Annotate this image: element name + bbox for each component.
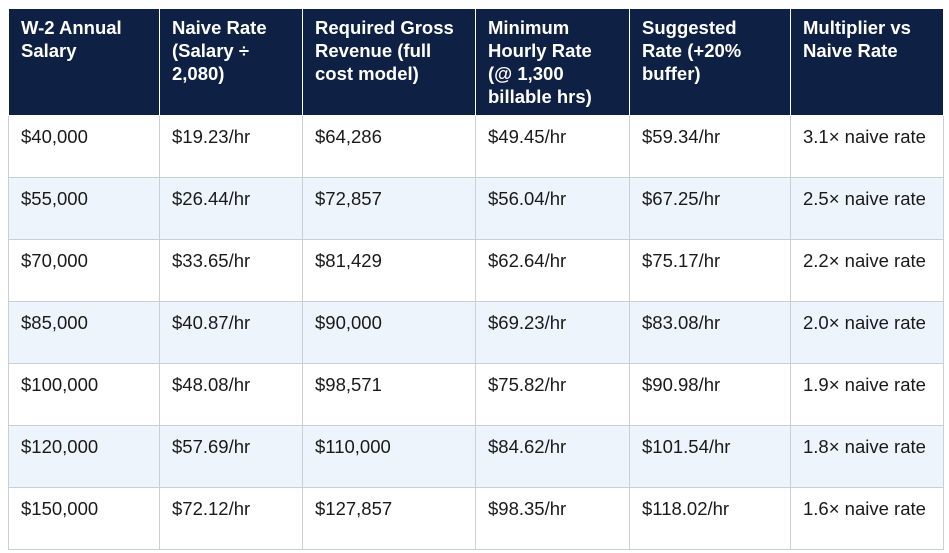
table-cell: $90.98/hr: [629, 363, 791, 426]
table-row: $150,000 $72.12/hr $127,857 $98.35/hr $118.0…: [8, 487, 944, 550]
table-cell: $72,857: [302, 177, 476, 240]
table-cell: $127,857: [302, 487, 476, 550]
rate-table: W-2 Annual Salary Naive Rate (Salary ÷ 2,…: [8, 8, 944, 550]
header-cell: Required Gross Revenue (full cost model): [302, 8, 476, 116]
table-cell: $67.25/hr: [629, 177, 791, 240]
table-cell: $83.08/hr: [629, 301, 791, 364]
table-cell: $62.64/hr: [475, 239, 630, 302]
table-row: $70,000 $33.65/hr $81,429 $62.64/hr $75.17/h…: [8, 239, 944, 302]
table-cell: $40,000: [8, 115, 160, 178]
table-cell: $70,000: [8, 239, 160, 302]
table-cell: $19.23/hr: [159, 115, 303, 178]
table-cell: $59.34/hr: [629, 115, 791, 178]
header-cell: Minimum Hourly Rate (@ 1,300 billable hr…: [475, 8, 630, 116]
table-cell: $56.04/hr: [475, 177, 630, 240]
table-cell: $101.54/hr: [629, 425, 791, 488]
table-cell: $110,000: [302, 425, 476, 488]
table-row: $85,000 $40.87/hr $90,000 $69.23/hr $83.08/h…: [8, 301, 944, 364]
table-cell: 1.8× naive rate: [790, 425, 944, 488]
header-cell: Suggested Rate (+20% buffer): [629, 8, 791, 116]
table-cell: $26.44/hr: [159, 177, 303, 240]
table-cell: $90,000: [302, 301, 476, 364]
table-row: $55,000 $26.44/hr $72,857 $56.04/hr $67.25/h…: [8, 177, 944, 240]
table-cell: 2.2× naive rate: [790, 239, 944, 302]
table-cell: $33.65/hr: [159, 239, 303, 302]
table-cell: $75.17/hr: [629, 239, 791, 302]
table-row: $40,000 $19.23/hr $64,286 $49.45/hr $59.34/h…: [8, 115, 944, 178]
header-cell: W-2 Annual Salary: [8, 8, 160, 116]
table-cell: $120,000: [8, 425, 160, 488]
table-cell: $98.35/hr: [475, 487, 630, 550]
table-cell: $40.87/hr: [159, 301, 303, 364]
table-cell: $64,286: [302, 115, 476, 178]
table-cell: 1.9× naive rate: [790, 363, 944, 426]
table-cell: $57.69/hr: [159, 425, 303, 488]
header-cell: Multiplier vs Naive Rate: [790, 8, 944, 116]
table-cell: $100,000: [8, 363, 160, 426]
table-cell: $72.12/hr: [159, 487, 303, 550]
table-head: W-2 Annual Salary Naive Rate (Salary ÷ 2,…: [8, 8, 944, 116]
table-cell: 2.0× naive rate: [790, 301, 944, 364]
table-cell: $150,000: [8, 487, 160, 550]
table-cell: 2.5× naive rate: [790, 177, 944, 240]
table-cell: $69.23/hr: [475, 301, 630, 364]
table-cell: $84.62/hr: [475, 425, 630, 488]
table-cell: 3.1× naive rate: [790, 115, 944, 178]
table-cell: $98,571: [302, 363, 476, 426]
table-cell: $75.82/hr: [475, 363, 630, 426]
header-cell: Naive Rate (Salary ÷ 2,080): [159, 8, 303, 116]
table-cell: $48.08/hr: [159, 363, 303, 426]
table-container: W-2 Annual Salary Naive Rate (Salary ÷ 2,…: [8, 8, 944, 550]
table-row: $100,000 $48.08/hr $98,571 $75.82/hr $90.98/…: [8, 363, 944, 426]
table-cell: $55,000: [8, 177, 160, 240]
table-cell: $49.45/hr: [475, 115, 630, 178]
table-cell: 1.6× naive rate: [790, 487, 944, 550]
table-cell: $118.02/hr: [629, 487, 791, 550]
table-cell: $81,429: [302, 239, 476, 302]
table-body: $40,000 $19.23/hr $64,286 $49.45/hr $59.34/h…: [8, 115, 944, 550]
header-row: W-2 Annual Salary Naive Rate (Salary ÷ 2,…: [8, 8, 944, 116]
table-cell: $85,000: [8, 301, 160, 364]
table-row: $120,000 $57.69/hr $110,000 $84.62/hr $101.5…: [8, 425, 944, 488]
